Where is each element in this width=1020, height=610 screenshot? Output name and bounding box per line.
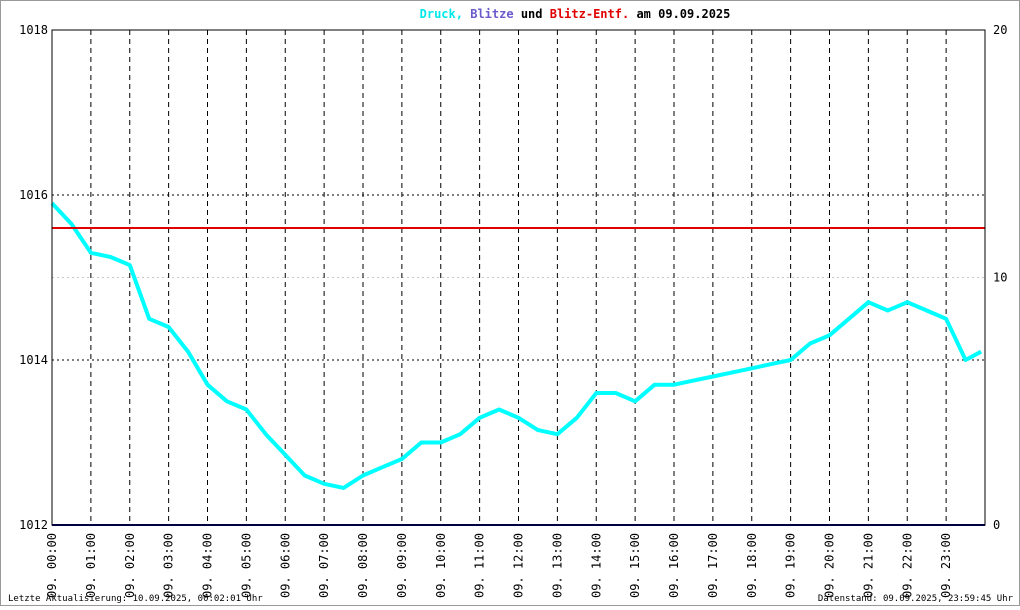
x-tick-label: 09. 09:00 bbox=[395, 533, 409, 598]
x-tick-label: 09. 04:00 bbox=[201, 533, 215, 598]
x-tick-label: 09. 01:00 bbox=[84, 533, 98, 598]
chart-title: Druck, Blitze und Blitz-Entf. am 09.09.2… bbox=[420, 7, 731, 21]
footer-left: Letzte Aktualisierung: 10.09.2025, 00:02… bbox=[8, 594, 263, 604]
x-tick-label: 09. 02:00 bbox=[123, 533, 137, 598]
series-line bbox=[50, 201, 983, 490]
x-tick-label: 09. 00:00 bbox=[45, 533, 59, 598]
x-tick-label: 09. 14:00 bbox=[589, 533, 603, 598]
x-tick-label: 09. 20:00 bbox=[823, 533, 837, 598]
x-tick-label: 09. 18:00 bbox=[745, 533, 759, 598]
y2-tick-label: 10 bbox=[993, 271, 1007, 285]
x-tick-label: 09. 19:00 bbox=[784, 533, 798, 598]
x-tick-label: 09. 11:00 bbox=[473, 533, 487, 598]
x-tick-label: 09. 06:00 bbox=[278, 533, 292, 598]
x-tick-label: 09. 03:00 bbox=[162, 533, 176, 598]
footer-right: Datenstand: 09.09.2025, 23:59:45 Uhr bbox=[818, 594, 1014, 604]
y2-tick-label: 0 bbox=[993, 518, 1000, 532]
x-tick-label: 09. 08:00 bbox=[356, 533, 370, 598]
y-tick-label: 1018 bbox=[19, 23, 48, 37]
plot-border bbox=[51, 29, 986, 526]
x-tick-label: 09. 10:00 bbox=[434, 533, 448, 598]
y-tick-label: 1016 bbox=[19, 188, 48, 202]
y-tick-label: 1012 bbox=[19, 518, 48, 532]
x-tick-label: 09. 23:00 bbox=[939, 533, 953, 598]
x-tick-label: 09. 05:00 bbox=[239, 533, 253, 598]
title-part: und bbox=[521, 7, 543, 21]
x-tick-label: 09. 22:00 bbox=[900, 533, 914, 598]
x-tick-label: 09. 13:00 bbox=[550, 533, 564, 598]
title-part: Blitze bbox=[470, 7, 513, 21]
x-tick-label: 09. 12:00 bbox=[512, 533, 526, 598]
title-part: Druck, bbox=[420, 7, 463, 21]
y2-tick-label: 20 bbox=[993, 23, 1007, 37]
x-tick-label: 09. 21:00 bbox=[861, 533, 875, 598]
x-tick-label: 09. 16:00 bbox=[667, 533, 681, 598]
y-tick-label: 1014 bbox=[19, 353, 48, 367]
title-part: Blitz-Entf. bbox=[550, 7, 629, 21]
x-tick-label: 09. 17:00 bbox=[706, 533, 720, 598]
x-tick-label: 09. 15:00 bbox=[628, 533, 642, 598]
x-tick-label: 09. 07:00 bbox=[317, 533, 331, 598]
title-part: am 09.09.2025 bbox=[636, 7, 730, 21]
